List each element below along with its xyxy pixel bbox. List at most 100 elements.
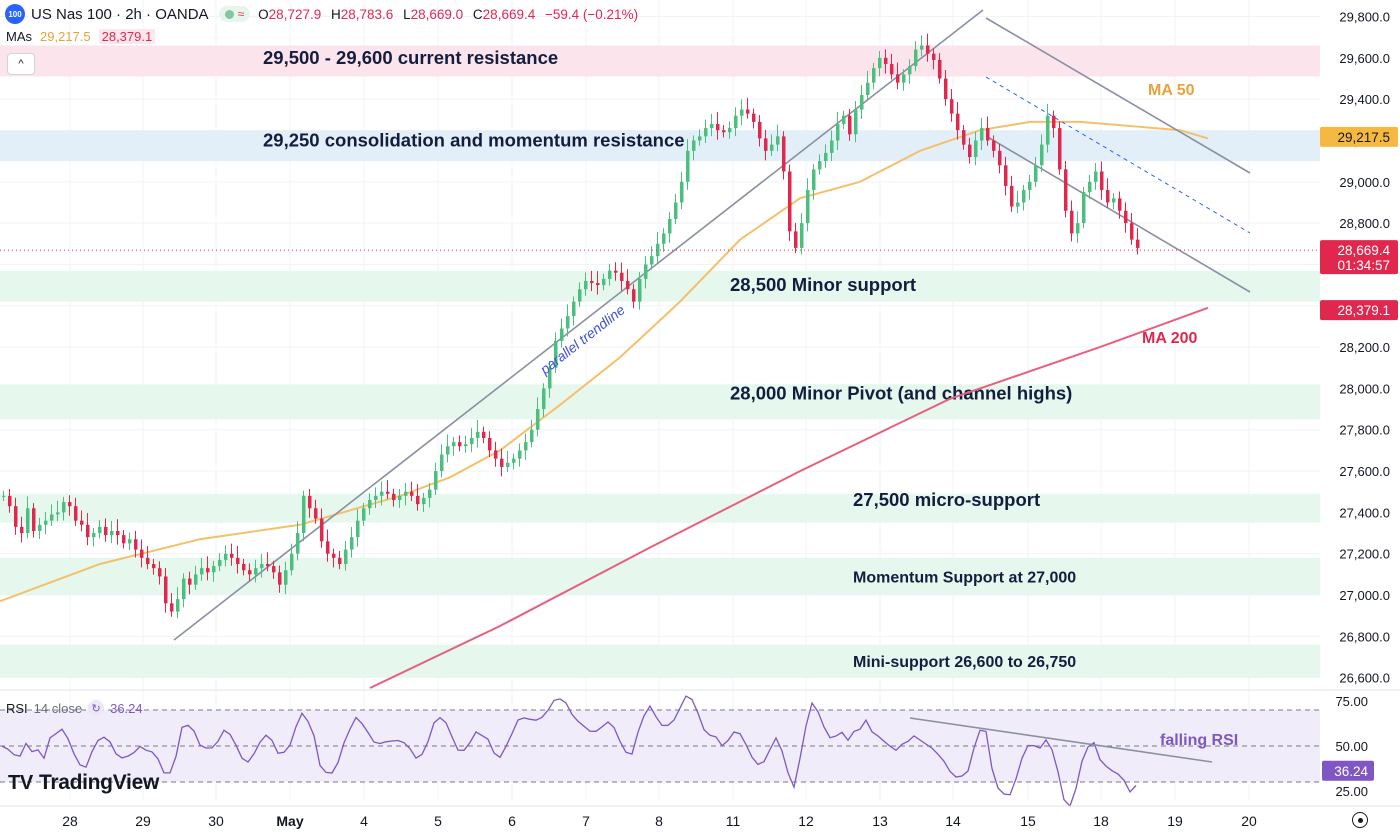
candle-body: [686, 150, 690, 182]
price-tick-label: 28,000.0: [1339, 381, 1390, 396]
candle-body: [704, 128, 708, 137]
candle-body: [632, 289, 636, 302]
candle-body: [20, 526, 24, 534]
candle-body: [302, 495, 306, 534]
ma200-legend-value: 28,379.1: [98, 29, 156, 44]
price-tick-label: 27,600.0: [1339, 464, 1390, 479]
candle-body: [212, 566, 216, 573]
ma200-annotation: MA 200: [1142, 330, 1198, 347]
candle-body: [236, 557, 240, 565]
candle-body: [650, 256, 654, 265]
candle-body: [1052, 115, 1056, 129]
candle-body: [746, 109, 750, 114]
wave-icon: ≈: [237, 7, 245, 21]
zone-support: [0, 270, 1320, 302]
candle-body: [350, 537, 354, 550]
candle-body: [284, 570, 288, 585]
zone-support: [0, 557, 1320, 596]
candle-body: [872, 68, 876, 83]
candle-body: [434, 471, 438, 490]
zone-label: 28,000 Minor Pivot (and channel highs): [730, 383, 1072, 404]
candle-body: [668, 219, 672, 234]
symbol-title[interactable]: US Nas 100 · 2h · OANDA: [31, 5, 209, 23]
tradingview-logo[interactable]: TV TradingView: [8, 771, 159, 795]
price-tick-label: 29,000.0: [1339, 175, 1390, 190]
candle-body: [362, 508, 366, 521]
time-tick-label: 8: [655, 813, 663, 829]
countdown-label: 01:34:57: [1337, 258, 1390, 273]
candle-body: [1010, 185, 1014, 207]
price-label-badge: [1320, 300, 1398, 321]
candle-body: [830, 140, 834, 153]
candle-body: [908, 66, 912, 75]
candle-body: [608, 270, 612, 279]
zone-label: 29,250 consolidation and momentum resist…: [263, 129, 685, 150]
candle-body: [770, 144, 774, 151]
candle-body: [158, 568, 162, 577]
candle-body: [698, 136, 702, 141]
candle-body: [590, 280, 594, 284]
rsi-legend[interactable]: RSI 14 close ↻ 36.24: [6, 700, 143, 716]
ma-legend-label: MAs: [6, 29, 32, 44]
candle-body: [824, 152, 828, 162]
symbol-logo-icon[interactable]: 100: [5, 4, 25, 24]
open-label: O: [258, 6, 269, 22]
candle-body: [326, 541, 330, 554]
candle-body: [596, 283, 600, 286]
candle-body: [1016, 202, 1020, 207]
candle-body: [1106, 190, 1110, 203]
time-tick-label: 13: [872, 813, 888, 829]
candle-body: [734, 115, 738, 129]
candle-body: [224, 553, 228, 560]
candle-body: [1100, 171, 1104, 191]
candle-body: [1070, 210, 1074, 234]
candle-body: [1022, 190, 1026, 203]
market-status-badge[interactable]: ≈: [218, 6, 251, 22]
candle-body: [920, 45, 924, 50]
brand-name: TradingView: [38, 771, 159, 794]
candle-body: [542, 388, 546, 410]
price-label-text: 28,379.1: [1337, 303, 1390, 318]
candle-body: [104, 526, 108, 536]
chevron-up-icon: ^: [18, 58, 24, 70]
candle-body: [860, 95, 864, 110]
ohlc-values: O28,727.9 H28,783.6 L28,669.0 C28,669.4 …: [258, 7, 638, 22]
candle-body: [278, 572, 282, 585]
candle-body: [914, 49, 918, 67]
candle-body: [554, 340, 558, 368]
low-label: L: [403, 6, 411, 22]
candle-body: [38, 524, 42, 531]
collapse-legend-button[interactable]: ^: [7, 53, 35, 75]
rsi-tick-label: 50.00: [1335, 739, 1368, 754]
candle-body: [1124, 210, 1128, 224]
candle-body: [428, 489, 432, 498]
candle-body: [488, 438, 492, 451]
candle-body: [296, 533, 300, 554]
price-tick-label: 27,400.0: [1339, 505, 1390, 520]
candle-body: [1082, 192, 1086, 224]
candle-body: [416, 495, 420, 505]
candle-body: [662, 233, 666, 244]
price-tick-label: 29,800.0: [1339, 10, 1390, 25]
candle-body: [986, 128, 990, 141]
candle-body: [392, 493, 396, 500]
candle-body: [260, 564, 264, 569]
candle-body: [902, 74, 906, 83]
candle-body: [1058, 128, 1062, 170]
price-tick-label: 27,800.0: [1339, 423, 1390, 438]
gear-icon[interactable]: [1352, 812, 1368, 828]
candle-body: [338, 557, 342, 565]
candle-body: [566, 316, 570, 329]
candle-body: [806, 190, 810, 224]
rsi-settings: 14 close: [33, 700, 83, 716]
time-tick-label: 11: [726, 813, 741, 829]
ma-legend[interactable]: MAs 29,217.5 28,379.1: [6, 29, 156, 44]
candle-body: [74, 506, 78, 521]
candle-body: [230, 553, 234, 558]
ma200-line: [369, 306, 1209, 689]
candle-body: [56, 512, 60, 515]
time-tick-label: 14: [945, 813, 961, 829]
refresh-icon[interactable]: ↻: [88, 700, 105, 716]
zone-support: [0, 493, 1320, 523]
